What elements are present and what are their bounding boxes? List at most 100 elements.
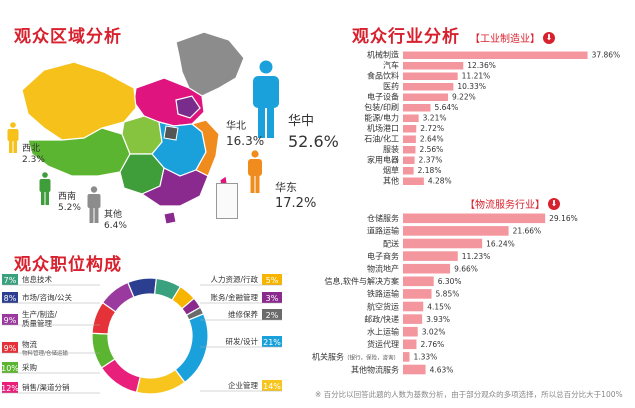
logistics-bar (403, 289, 432, 299)
legend-swatch (262, 336, 282, 347)
manufacturing-category-label: 机械制造 (367, 50, 399, 60)
logistics-category-label: 电子商务 (367, 251, 399, 261)
manufacturing-category-label: 能源/电力 (364, 113, 399, 123)
china-map (21, 31, 245, 225)
logistics-bar (403, 352, 410, 362)
logistics-value-label: 21.66% (513, 227, 542, 236)
logistics-bar (403, 339, 417, 350)
manufacturing-bar (403, 135, 416, 143)
logistics-value-label: 5.85% (436, 290, 460, 299)
region-title: 观众区域分析 (14, 27, 122, 47)
position-donut-chart: 5% 人力资源/行政 3% 账务/金融管理 2% 维修保养 21% 研发/设计 14% 企业管理 7… (1, 274, 282, 395)
manufacturing-category-label: 电子设备 (367, 92, 399, 102)
south-sea-inset (216, 183, 238, 219)
legend-label: 采购 (22, 362, 37, 372)
legend-value: 9% (4, 344, 17, 353)
footnote: ※ 百分比以回答此题的人数为基数分析，由于部分观众的多项选择，所以总百分比大于1… (315, 390, 623, 399)
industry-filter-manufacturing[interactable]: 【工业制造业】 ⬇ (470, 30, 555, 45)
legend-label: 维修保养 (228, 309, 258, 319)
manufacturing-bar-chart: 机械制造 37.86% 汽车 12.36% 食品饮料 11.21% 医药 10.33% 电子设备… (364, 50, 621, 186)
manufacturing-category-label: 包装/印刷 (364, 102, 399, 112)
logistics-category-label: 道路运输 (367, 226, 399, 236)
logistics-value-label: 3.93% (426, 315, 450, 324)
logistics-category-label: 铁路运输 (367, 289, 399, 299)
logistics-bar (403, 326, 418, 337)
legend-swatch (262, 292, 282, 303)
manufacturing-category-label: 服装 (383, 144, 399, 154)
map-region-small (163, 125, 179, 141)
manufacturing-value-label: 11.21% (462, 72, 491, 81)
manufacturing-value-label: 2.37% (419, 156, 443, 165)
position-title: 观众职位构成 (14, 255, 122, 275)
manufacturing-value-label: 12.36% (467, 61, 496, 70)
legend-swatch (262, 380, 282, 391)
logistics-category-label: 配送 (383, 238, 399, 248)
logistics-category-label: 仓储服务 (367, 213, 399, 223)
manufacturing-value-label: 2.56% (419, 145, 443, 154)
logistics-bar (403, 276, 434, 287)
legend-value: 8% (4, 294, 17, 303)
manufacturing-value-label: 4.28% (428, 177, 452, 186)
logistics-value-label: 4.15% (427, 302, 451, 311)
manufacturing-bar (403, 177, 424, 185)
manufacturing-category-label: 石油/化工 (364, 134, 399, 144)
legend-value: 21% (263, 338, 281, 347)
donut-slice (127, 277, 158, 298)
legend-swatch (262, 274, 282, 285)
legend-value: 14% (263, 382, 281, 391)
logistics-value-label: 16.24% (486, 239, 515, 248)
legend-value: 10% (1, 364, 19, 373)
logistics-category-label: 信息,软件与解决方案 (324, 276, 399, 286)
filter-label-logistics: 【物流服务行业】 (465, 200, 545, 211)
logistics-bar (403, 314, 423, 324)
logistics-value-label: 9.66% (454, 264, 478, 273)
legend-value: 9% (4, 316, 17, 325)
legend-label: 信息技术 (22, 274, 52, 284)
logistics-value-label: 4.63% (430, 365, 454, 374)
logistics-category-label: 邮政/快递 (364, 314, 399, 324)
chevron-down-icon[interactable]: ⬇ (543, 31, 555, 44)
legend-label: 生产/制造/ (22, 309, 58, 319)
logistics-bar (403, 364, 426, 375)
legend-value: 5% (266, 276, 279, 285)
logistics-category-label: 物流地产 (367, 263, 399, 273)
industry-title: 观众行业分析 (352, 27, 460, 47)
legend-label: 市场/咨询/公关 (22, 292, 73, 302)
legend-swatch (2, 314, 18, 325)
logistics-value-label: 2.76% (420, 340, 444, 349)
manufacturing-bar (403, 62, 464, 70)
manufacturing-category-label: 家用电器 (367, 155, 399, 165)
region-label-huadong: 华东 17.2% (275, 181, 317, 211)
legend-label: 质量管理 (22, 318, 52, 328)
legend-value: 7% (4, 276, 17, 285)
logistics-value-label: 1.33% (413, 353, 437, 362)
donut-slice (174, 313, 209, 384)
legend-swatch (262, 309, 282, 320)
legend-label: 销售/渠道分销 (22, 382, 70, 392)
chevron-down-icon[interactable]: ⬇ (548, 197, 560, 210)
manufacturing-category-label: 医药 (383, 81, 399, 91)
manufacturing-bar (403, 104, 431, 112)
map-region-hainan (163, 211, 177, 225)
manufacturing-category-label: 食品饮料 (367, 71, 399, 81)
legend-swatch (2, 292, 18, 303)
manufacturing-value-label: 37.86% (592, 51, 621, 60)
logistics-bar (403, 213, 546, 224)
logistics-category-label: 水上运输 (367, 326, 399, 336)
industry-filter-logistics[interactable]: 【物流服务行业】 ⬇ (465, 196, 560, 211)
legend-label: 账务/金融管理 (210, 292, 258, 302)
manufacturing-value-label: 9.22% (452, 93, 476, 102)
region-label-xinan: 西南 5.2% (58, 192, 81, 213)
manufacturing-value-label: 10.33% (457, 82, 486, 91)
manufacturing-bar (403, 125, 417, 133)
manufacturing-value-label: 3.21% (423, 114, 447, 123)
manufacturing-bar (403, 114, 419, 122)
manufacturing-bar (403, 72, 458, 80)
logistics-category-label: 机关服务（银行，保险，咨询） (312, 352, 399, 362)
donut-slice (135, 368, 186, 395)
region-label-huabei: 华北 16.3% (226, 121, 265, 148)
manufacturing-bar (403, 83, 454, 91)
legend-swatch (2, 274, 18, 285)
legend-swatch (2, 362, 18, 373)
logistics-value-label: 6.30% (438, 277, 462, 286)
